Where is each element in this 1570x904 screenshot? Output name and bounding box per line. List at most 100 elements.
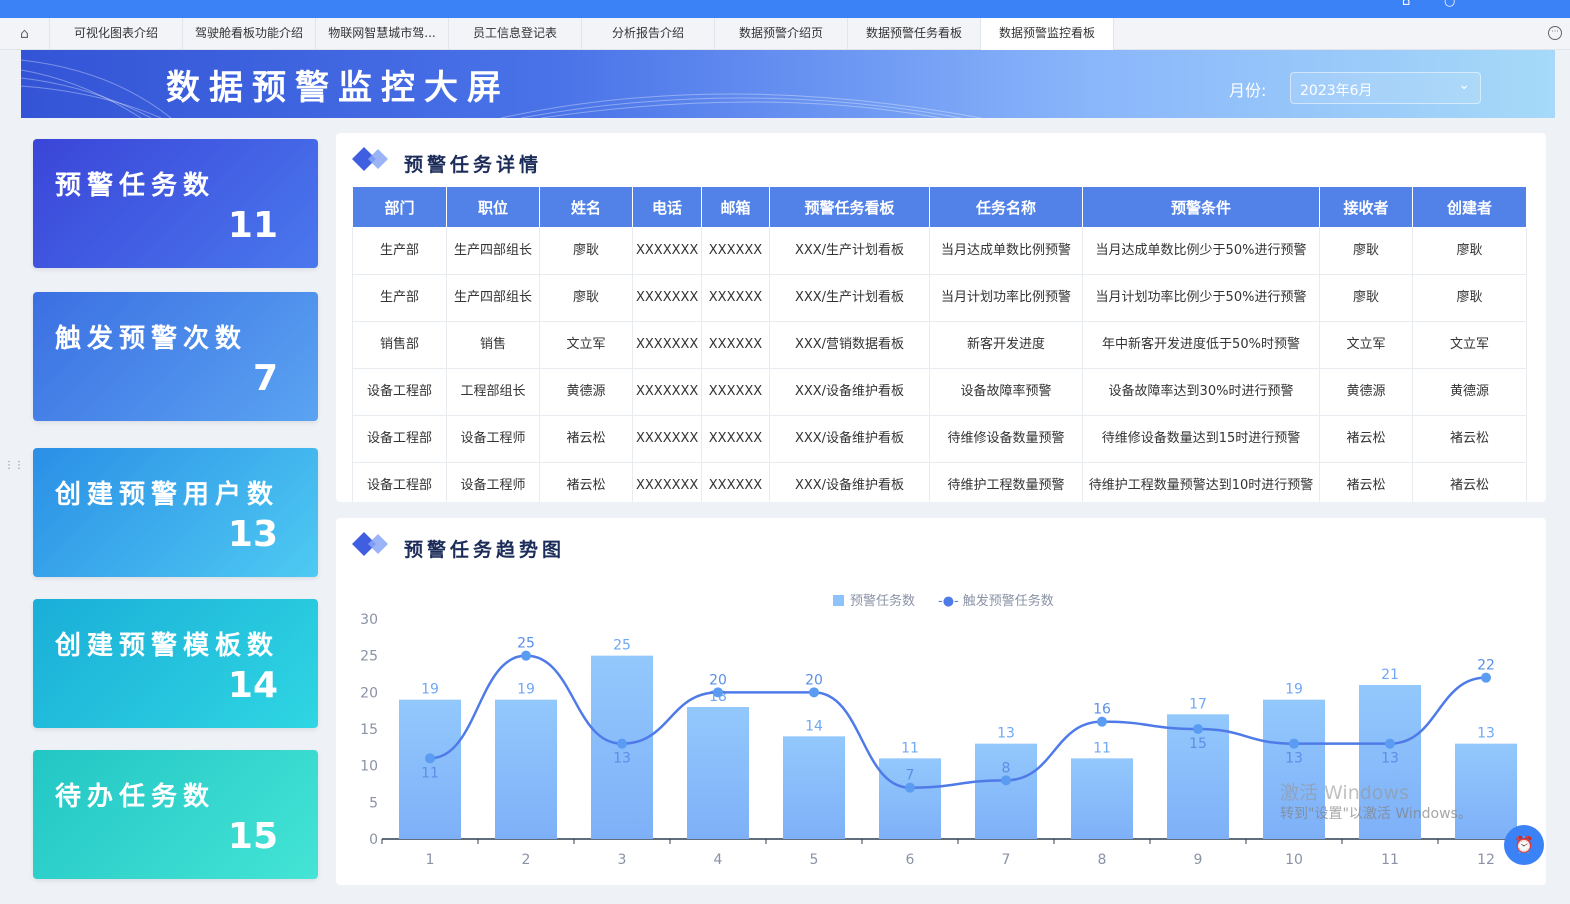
table-cell: 廖耿 — [539, 227, 633, 275]
trend-chart-panel: 预警任务趋势图 预警任务数 -●- 触发预警任务数 — [336, 518, 1546, 885]
table-cell: 廖耿 — [1412, 274, 1527, 322]
table-cell: 廖耿 — [1412, 227, 1527, 275]
task-table: 部门 职位 姓名 电话 邮箱 预警任务看板 任务名称 预警条件 接收者 创建者 生产部 生产四部组长… — [352, 186, 1527, 502]
table-cell: 文立军 — [1412, 321, 1527, 369]
table-cell: XXXXXXX — [632, 321, 702, 369]
column-header: 接收者 — [1319, 186, 1413, 228]
table-cell: 生产四部组长 — [446, 274, 540, 322]
table-cell: 褚云松 — [1319, 462, 1413, 502]
tab-chart-intro[interactable]: 可视化图表介绍 — [50, 18, 183, 50]
chevron-down-icon: ⌄ — [1458, 77, 1470, 93]
more-icon[interactable]: ··· — [1548, 26, 1562, 40]
card-value: 11 — [227, 205, 278, 246]
table-row[interactable]: 设备工程部 工程部组长 黄德源 XXXXXXX XXXXXX XXX/设备维护看板 设备故障… — [352, 368, 1527, 416]
table-cell: 设备工程部 — [352, 368, 447, 416]
alarm-button[interactable]: ⏰ — [1504, 825, 1544, 865]
tab-warning-intro[interactable]: 数据预警介绍页 — [715, 18, 848, 50]
panel-title: 预警任务趋势图 — [404, 539, 566, 561]
table-cell: 销售 — [446, 321, 540, 369]
column-header: 职位 — [446, 186, 540, 228]
table-cell: 生产四部组长 — [446, 227, 540, 275]
table-cell: 待维护工程数量预警达到10时进行预警 — [1082, 462, 1320, 502]
table-cell: 设备故障率达到30%时进行预警 — [1082, 368, 1320, 416]
tab-warning-tasks[interactable]: 数据预警任务看板 — [848, 18, 981, 50]
home-tab[interactable]: ⌂ — [0, 18, 50, 50]
table-row[interactable]: 设备工程部 设备工程师 褚云松 XXXXXXX XXXXXX XXX/设备维护看板 待维护工… — [352, 462, 1527, 502]
table-cell: 黄德源 — [1319, 368, 1413, 416]
table-cell: 廖耿 — [1319, 227, 1413, 275]
drag-handle[interactable]: ⋮⋮ — [4, 460, 24, 471]
legend-line[interactable]: -●- 触发预警任务数 — [938, 590, 1054, 609]
table-cell: 设备工程部 — [352, 415, 447, 463]
table-cell: 待维修设备数量预警 — [929, 415, 1083, 463]
panel-title: 预警任务详情 — [404, 154, 543, 176]
table-cell: 黄德源 — [1412, 368, 1527, 416]
card-warning-tasks: 预警任务数 11 — [33, 139, 318, 268]
tab-analysis-report[interactable]: 分析报告介绍 — [582, 18, 715, 50]
column-header: 创建者 — [1412, 186, 1527, 228]
table-cell: XXXXXX — [701, 321, 770, 369]
windows-watermark-sub: 转到"设置"以激活 Windows。 — [1280, 806, 1472, 822]
table-cell: 设备故障率预警 — [929, 368, 1083, 416]
table-row[interactable]: 销售部 销售 文立军 XXXXXXX XXXXXX XXX/营销数据看板 新客开发进度 年中新… — [352, 321, 1527, 369]
card-todo: 待办任务数 15 — [33, 750, 318, 879]
card-value: 7 — [252, 358, 278, 399]
table-cell: 生产部 — [352, 227, 447, 275]
month-value: 2023年6月 — [1300, 83, 1373, 99]
card-label: 创建预警模板数 — [55, 631, 280, 661]
tab-iot-city[interactable]: 物联网智慧城市驾... — [316, 18, 449, 50]
table-cell: 文立军 — [539, 321, 633, 369]
card-creator-users: 创建预警用户数 13 — [33, 448, 318, 577]
table-cell: 褚云松 — [1412, 415, 1527, 463]
column-header: 电话 — [632, 186, 702, 228]
table-cell: XXXXXXX — [632, 415, 702, 463]
user-icon[interactable]: ○ — [1444, 0, 1456, 9]
table-cell: XXXXXXX — [632, 462, 702, 502]
legend-bar-label: 预警任务数 — [850, 594, 916, 609]
table-header: 部门 职位 姓名 电话 邮箱 预警任务看板 任务名称 预警条件 接收者 创建者 — [352, 186, 1527, 228]
table-row[interactable]: 生产部 生产四部组长 廖耿 XXXXXXX XXXXXX XXX/生产计划看板 当月计划功率… — [352, 274, 1527, 322]
table-cell: 褚云松 — [539, 415, 633, 463]
table-cell: 待维护工程数量预警 — [929, 462, 1083, 502]
column-header: 姓名 — [539, 186, 633, 228]
card-value: 14 — [227, 665, 278, 706]
column-header: 邮箱 — [701, 186, 770, 228]
table-cell: 设备工程师 — [446, 462, 540, 502]
card-label: 创建预警用户数 — [55, 480, 280, 510]
table-cell: 褚云松 — [1319, 415, 1413, 463]
table-cell: XXX/设备维护看板 — [769, 462, 930, 502]
bell-icon[interactable]: ⌂ — [1402, 0, 1411, 9]
table-cell: XXXXXX — [701, 415, 770, 463]
tab-warning-monitor[interactable]: 数据预警监控看板 — [981, 18, 1114, 50]
table-cell: 廖耿 — [1319, 274, 1413, 322]
table-cell: 当月达成单数比例预警 — [929, 227, 1083, 275]
card-templates: 创建预警模板数 14 — [33, 599, 318, 728]
month-label: 月份: — [1229, 81, 1267, 100]
table-cell: XXXXXXX — [632, 368, 702, 416]
tab-bar: ⌂ 可视化图表介绍 驾驶舱看板功能介绍 物联网智慧城市驾... 员工信息登记表 … — [0, 18, 1570, 50]
column-header: 任务名称 — [929, 186, 1083, 228]
table-row[interactable]: 设备工程部 设备工程师 褚云松 XXXXXXX XXXXXX XXX/设备维护看板 待维修设… — [352, 415, 1527, 463]
table-cell: XXXXXXX — [632, 274, 702, 322]
table-cell: XXXXXX — [701, 227, 770, 275]
table-cell: XXX/设备维护看板 — [769, 368, 930, 416]
table-cell: 销售部 — [352, 321, 447, 369]
table-cell: 褚云松 — [1412, 462, 1527, 502]
month-select[interactable]: 2023年6月 ⌄ — [1290, 72, 1481, 104]
column-header: 预警条件 — [1082, 186, 1320, 228]
table-cell: 工程部组长 — [446, 368, 540, 416]
card-label: 预警任务数 — [55, 171, 216, 201]
alarm-icon: ⏰ — [1514, 835, 1534, 854]
card-label: 触发预警次数 — [55, 324, 248, 354]
table-row[interactable]: 生产部 生产四部组长 廖耿 XXXXXXX XXXXXX XXX/生产计划看板 当月达成单数… — [352, 227, 1527, 275]
legend-line-label: 触发预警任务数 — [962, 594, 1054, 609]
table-cell: XXXXXX — [701, 462, 770, 502]
card-value: 15 — [227, 816, 278, 857]
tab-employee-info[interactable]: 员工信息登记表 — [449, 18, 582, 50]
tab-cockpit-intro[interactable]: 驾驶舱看板功能介绍 — [183, 18, 316, 50]
column-header: 部门 — [352, 186, 447, 228]
legend-bar[interactable]: 预警任务数 — [833, 590, 915, 609]
table-cell: 待维修设备数量达到15时进行预警 — [1082, 415, 1320, 463]
table-cell: 年中新客开发进度低于50%时预警 — [1082, 321, 1320, 369]
table-cell: XXXXXX — [701, 368, 770, 416]
